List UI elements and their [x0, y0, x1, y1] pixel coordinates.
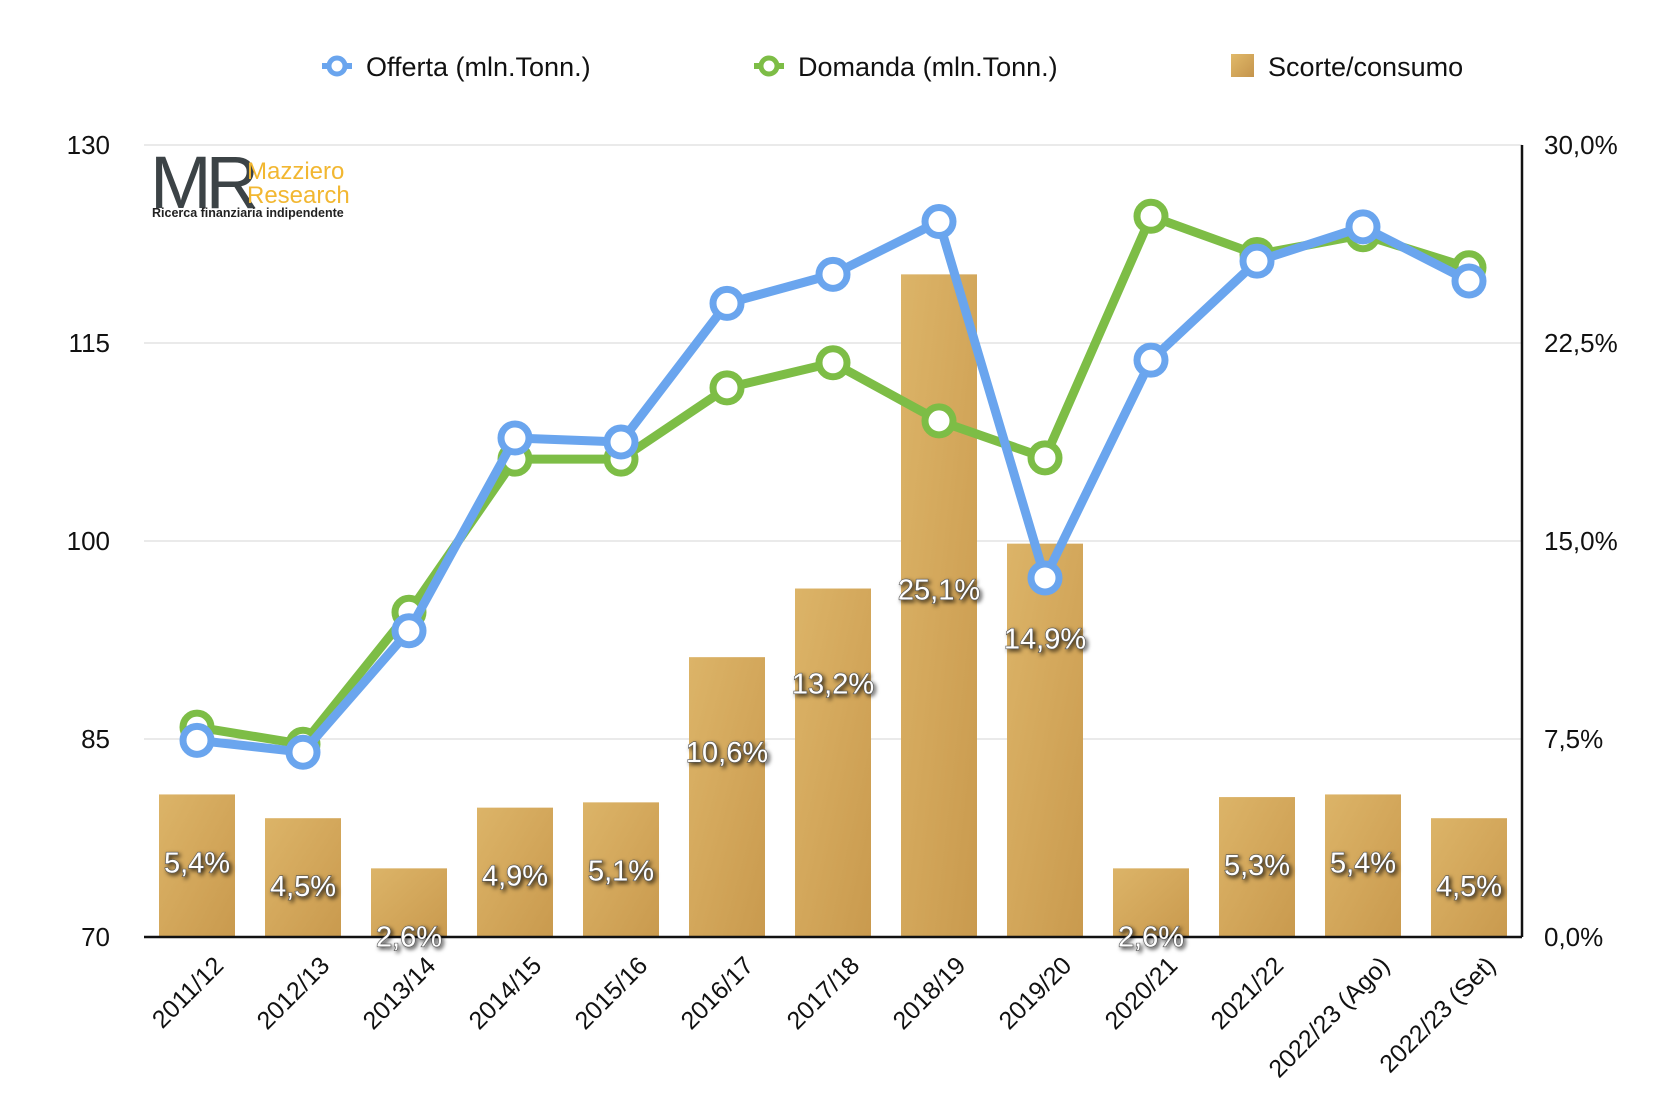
x-tick-label: 2018/19	[888, 951, 972, 1035]
x-tick-label: 2015/16	[570, 951, 654, 1035]
bar-data-label: 4,9%	[482, 861, 548, 893]
data-point[interactable]	[815, 256, 851, 292]
legend-offerta-label: Offerta (mln.Tonn.)	[366, 52, 591, 82]
bar[interactable]	[477, 807, 553, 937]
bar[interactable]	[1219, 797, 1295, 937]
legend-item-domanda[interactable]: Domanda (mln.Tonn.)	[754, 52, 1058, 82]
axes	[144, 145, 1524, 939]
logo-tagline: Ricerca finanziaria indipendente	[152, 206, 344, 220]
bar[interactable]	[583, 802, 659, 937]
legend-item-scorte[interactable]: Scorte/consumo	[1231, 52, 1463, 82]
y-right-tick-label: 15,0%	[1544, 526, 1618, 556]
data-point[interactable]	[1133, 198, 1169, 234]
x-tick-label: 2021/22	[1206, 951, 1290, 1035]
y-right-tick-label: 22,5%	[1544, 328, 1618, 358]
x-tick-label: 2012/13	[252, 951, 336, 1035]
data-point[interactable]	[179, 722, 215, 758]
bar-data-label: 25,1%	[898, 574, 980, 606]
bar-data-label: 14,9%	[1004, 624, 1086, 656]
bar[interactable]	[1431, 818, 1507, 937]
data-point[interactable]	[285, 734, 321, 770]
legend: Offerta (mln.Tonn.) Domanda (mln.Tonn.) …	[322, 52, 1463, 82]
bar-data-label: 5,1%	[588, 855, 654, 887]
y-left-tick-label: 85	[81, 724, 110, 754]
bar[interactable]	[1113, 868, 1189, 937]
x-tick-label: 2017/18	[782, 951, 866, 1035]
legend-domanda-label: Domanda (mln.Tonn.)	[798, 52, 1058, 82]
legend-item-offerta[interactable]: Offerta (mln.Tonn.)	[322, 52, 591, 82]
bar[interactable]	[1007, 543, 1083, 937]
y-right-tick-label: 0,0%	[1544, 922, 1603, 952]
logo-mark: MR	[150, 141, 257, 224]
data-point[interactable]	[1451, 263, 1487, 299]
legend-domanda-marker	[758, 55, 780, 77]
bar-data-labels: 5,4% 4,5% 2,6% 4,9% 5,1% 10,6% 13,2% 25,1% 14,9%…	[163, 574, 1502, 954]
bar[interactable]	[159, 794, 235, 937]
x-tick-label: 2016/17	[676, 951, 760, 1035]
x-tick-label: 2011/12	[147, 951, 229, 1033]
data-point[interactable]	[1027, 440, 1063, 476]
data-point[interactable]	[921, 403, 957, 439]
bar[interactable]	[265, 818, 341, 937]
data-point[interactable]	[1345, 209, 1381, 245]
bar[interactable]	[1325, 794, 1401, 937]
logo-name-line2: Research	[247, 182, 350, 209]
bar-data-label: 2,6%	[1118, 921, 1184, 953]
x-tick-label: 2013/14	[358, 951, 442, 1035]
y-left-tick-label: 115	[69, 328, 110, 358]
legend-offerta-marker	[326, 55, 348, 77]
bar-data-label: 5,3%	[1224, 850, 1290, 882]
data-point[interactable]	[921, 204, 957, 240]
logo-name-line1: Mazziero	[247, 158, 344, 185]
data-point[interactable]	[709, 285, 745, 321]
x-tick-label: 2014/15	[464, 951, 548, 1035]
data-point[interactable]	[1027, 560, 1063, 596]
y-left-tick-label: 70	[81, 922, 110, 952]
line-series	[179, 198, 1487, 770]
bar[interactable]	[689, 657, 765, 937]
y-right-tick-label: 7,5%	[1544, 724, 1603, 754]
bar-data-label: 4,5%	[1436, 871, 1502, 903]
y-left-tick-label: 100	[67, 526, 110, 556]
legend-scorte-label: Scorte/consumo	[1268, 52, 1463, 82]
bar[interactable]	[371, 868, 447, 937]
data-point[interactable]	[497, 420, 533, 456]
data-point[interactable]	[1239, 243, 1275, 279]
data-point[interactable]	[603, 424, 639, 460]
bar-data-label: 10,6%	[686, 737, 768, 769]
legend-scorte-swatch	[1231, 54, 1254, 77]
bar[interactable]	[795, 588, 871, 937]
data-point[interactable]	[815, 345, 851, 381]
data-point[interactable]	[1133, 342, 1169, 378]
bar-data-label: 4,5%	[270, 871, 336, 903]
x-tick-label: 2019/20	[994, 951, 1078, 1035]
x-tick-label: 2020/21	[1100, 951, 1184, 1035]
y-right-tick-label: 30,0%	[1544, 130, 1618, 160]
bar-data-label: 5,4%	[164, 847, 230, 879]
bar-data-label: 2,6%	[376, 921, 442, 953]
data-point[interactable]	[709, 370, 745, 406]
bar-series	[159, 274, 1507, 937]
bar-data-label: 13,2%	[792, 669, 874, 701]
logo: MR Mazziero Research Ricerca finanziaria…	[150, 141, 350, 224]
bar[interactable]	[901, 274, 977, 937]
y-left-tick-label: 130	[67, 130, 110, 160]
bar-data-label: 5,4%	[1330, 847, 1396, 879]
data-point[interactable]	[391, 613, 427, 649]
